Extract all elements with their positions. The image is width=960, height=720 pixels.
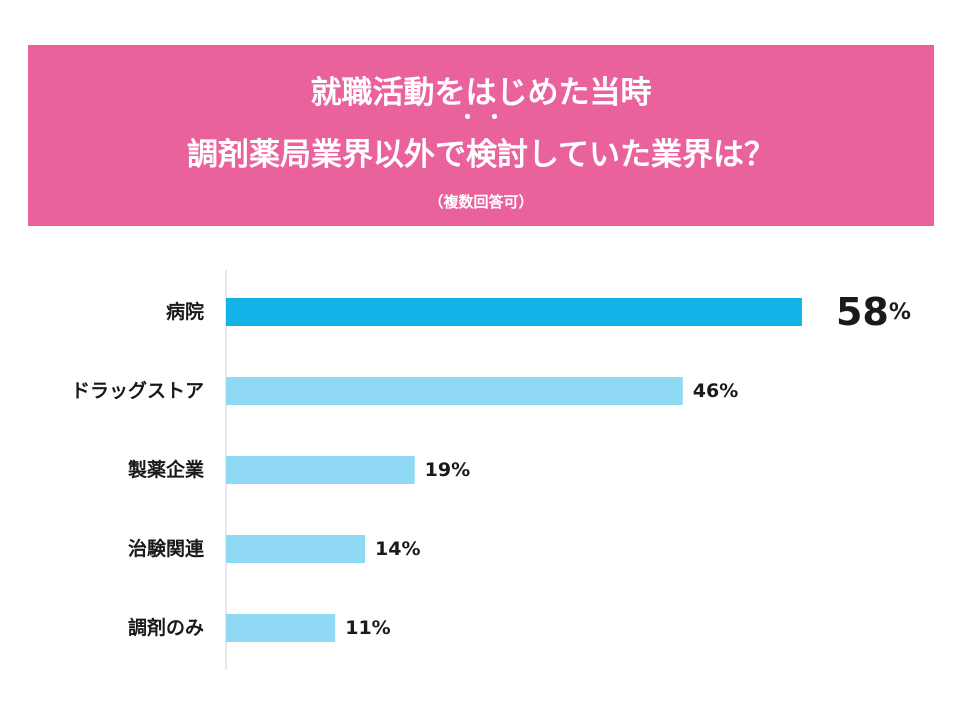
bar: [226, 456, 415, 484]
value-label: 58%: [836, 290, 911, 334]
category-label: 調剤のみ: [128, 616, 204, 639]
value-label: 14%: [375, 538, 421, 560]
category-label: 製薬企業: [127, 458, 205, 481]
bar: [226, 535, 366, 563]
value-label: 46%: [693, 380, 739, 402]
chart-title-line1: 就職活動をはじめた当時: [310, 75, 652, 111]
category-label: 治験関連: [128, 537, 205, 560]
category-label: 病院: [166, 300, 204, 323]
chart-subtitle: （複数回答可）: [428, 193, 534, 211]
bar: [226, 377, 683, 405]
bar: [226, 298, 802, 326]
title-emphasis-dots: ・ ・: [457, 105, 505, 129]
category-label: ドラッグストア: [71, 379, 204, 402]
title-banner: 就職活動をはじめた当時 ・ ・ 調剤薬局業界以外で検討していた業界は？ （複数回…: [28, 45, 934, 226]
bar: [226, 614, 336, 642]
chart-title-line2: 調剤薬局業界以外で検討していた業界は？: [186, 137, 776, 173]
value-label: 11%: [345, 617, 391, 639]
value-label: 19%: [425, 459, 471, 481]
